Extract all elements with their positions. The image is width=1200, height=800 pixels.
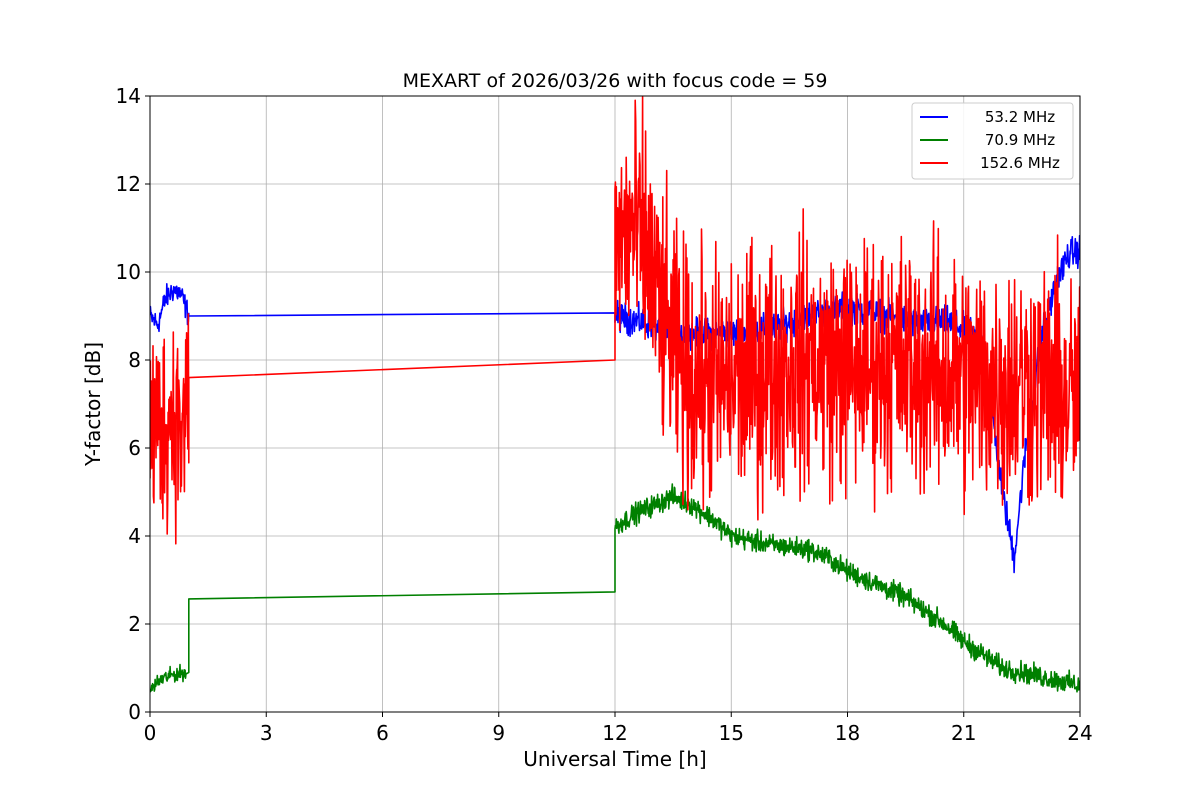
y-tick-label: 8 (128, 348, 141, 372)
y-tick-label: 4 (128, 524, 141, 548)
y-tick-label: 6 (128, 436, 141, 460)
y-tick-label: 2 (128, 612, 141, 636)
x-axis-label: Universal Time [h] (523, 747, 706, 771)
series-line-2 (150, 483, 1080, 693)
x-tick-label: 15 (719, 721, 744, 745)
x-tick-label: 24 (1067, 721, 1092, 745)
x-tick-label: 9 (492, 721, 505, 745)
series-line-3 (150, 96, 1080, 545)
legend-box (911, 102, 1074, 180)
x-tick-label: 12 (602, 721, 627, 745)
x-tick-label: 6 (376, 721, 389, 745)
legend-label: 152.6 MHz (980, 154, 1060, 172)
legend: 53.2 MHz 70.9 MHz 152.6 MHz (911, 102, 1074, 180)
y-tick-label: 0 (128, 700, 141, 724)
y-axis-label: Y-factor [dB] (81, 342, 105, 467)
x-tick-label: 21 (951, 721, 976, 745)
legend-label: 70.9 MHz (985, 131, 1055, 149)
x-tick-label: 0 (144, 721, 157, 745)
legend-label: 53.2 MHz (985, 108, 1055, 126)
y-tick-label: 10 (116, 260, 141, 284)
x-tick-label: 18 (835, 721, 860, 745)
y-axis: 0 2 4 6 8 10 12 14 (116, 84, 150, 724)
y-tick-label: 14 (116, 84, 141, 108)
series-group (150, 96, 1080, 693)
x-tick-label: 3 (260, 721, 273, 745)
chart-title: MEXART of 2026/03/26 with focus code = 5… (403, 70, 828, 92)
x-axis: 0 3 6 9 12 15 18 21 24 (144, 712, 1093, 745)
y-tick-label: 12 (116, 172, 141, 196)
